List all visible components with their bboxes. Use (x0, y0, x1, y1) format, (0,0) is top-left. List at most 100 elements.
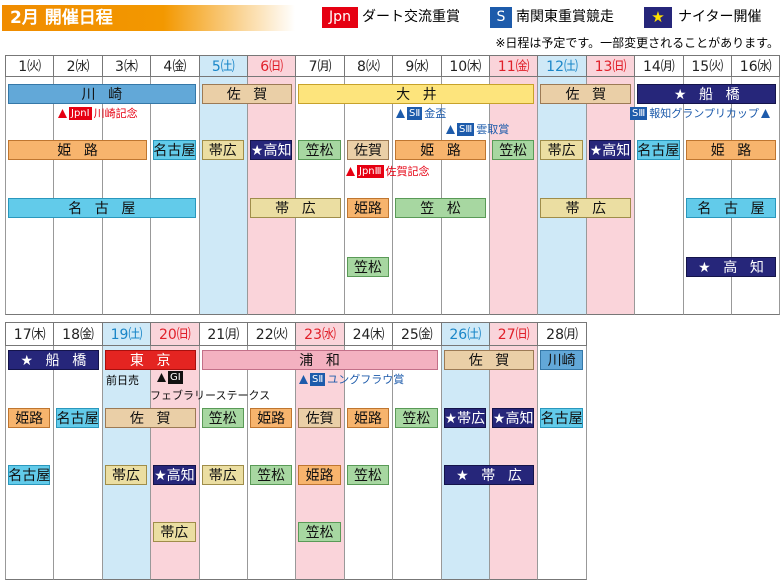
event-bar: 名古屋 (685, 198, 777, 218)
day-header: 27㈰ (489, 322, 539, 346)
note: ※日程は予定です。一部変更されることがあります。 (495, 36, 779, 50)
day-header: 7㈪ (295, 55, 345, 77)
event-bar: 笠松 (395, 198, 486, 218)
race-grade: SⅢ (457, 122, 475, 136)
day-header: 22㈫ (247, 322, 297, 346)
arrow (396, 108, 405, 118)
title-banner (2, 5, 295, 31)
day-column (53, 345, 103, 580)
race-name: 雲取賞 (476, 123, 510, 136)
event-bar: 名古屋 (8, 465, 51, 485)
event-bar: 帯広 (540, 140, 583, 160)
event-bar: 笠松 (492, 140, 535, 160)
day-column (343, 76, 394, 315)
race-grade: SⅡ (407, 106, 423, 120)
race-name: 佐賀記念 (385, 165, 430, 178)
event-bar: 佐賀 (540, 84, 632, 104)
day-column (247, 345, 297, 580)
race-name: ユングフラウ賞 (327, 373, 405, 386)
race-name: 報知グランプリカップ (649, 107, 759, 120)
day-header: 3㈭ (101, 55, 152, 77)
day-column (198, 76, 248, 315)
event-bar: ★高知 (685, 257, 777, 277)
race-name: 川崎記念 (93, 107, 138, 120)
event-bar: ★帯広 (443, 465, 535, 485)
day-column (150, 76, 200, 315)
event-bar: 姫路 (685, 140, 777, 160)
day-column (198, 345, 248, 580)
race-grade: JpnⅠ (69, 106, 92, 120)
event-bar: 笠松 (346, 257, 390, 277)
race-note: GⅠ (157, 371, 183, 384)
arrow-wrap (760, 108, 770, 118)
event-bar: 名古屋 (153, 140, 196, 160)
event-bar: ★高知 (250, 140, 293, 160)
arrow-wrap (299, 374, 308, 384)
title: 2月 開催日程 (10, 8, 113, 28)
day-header: 21㈪ (198, 322, 248, 346)
event-bar: ★高知 (153, 465, 196, 485)
event-bar: 帯広 (153, 522, 196, 542)
arrow-wrap (396, 108, 405, 118)
day-header: 8㈫ (343, 55, 394, 77)
arrow-wrap (157, 373, 166, 382)
event-bar: 姫路 (8, 408, 51, 428)
race-note: SⅡ ユングフラウ賞 (299, 371, 404, 387)
day-header: 5㈯ (198, 55, 248, 77)
event-bar: 笠松 (201, 408, 244, 428)
event-bar: 帯広 (540, 198, 632, 218)
day-header: 1㈫ (5, 55, 55, 77)
race-note: SⅡ 金盃 (396, 105, 446, 121)
event-bar: 名古屋 (8, 198, 196, 218)
day-column (489, 345, 539, 580)
race-grade: SⅢ (630, 106, 648, 120)
day-header: 26㈯ (440, 322, 490, 346)
event-bar: ★船橋 (637, 84, 777, 104)
event-bar: 佐賀 (104, 408, 196, 428)
arrow-icon (157, 373, 166, 382)
legend-label: 南関東重賞競走 (516, 9, 614, 25)
day-column (247, 76, 297, 315)
day-column (537, 345, 587, 580)
event-bar: 笠松 (298, 140, 341, 160)
day-column (392, 345, 442, 580)
arrow (760, 108, 770, 118)
event-bar: 姫路 (346, 198, 390, 218)
day-header: 16㈬ (731, 55, 781, 77)
event-bar: 笠松 (250, 465, 293, 485)
event-bar: 佐賀 (201, 84, 293, 104)
arrow-icon (58, 108, 67, 118)
event-bar: 名古屋 (540, 408, 583, 428)
event-bar: ★高知 (588, 140, 632, 160)
event-bar: ★高知 (492, 408, 535, 428)
day-header: 12㈯ (537, 55, 587, 77)
event-bar: 佐賀 (298, 408, 341, 428)
race-note: JpnⅠ 川崎記念 (58, 105, 138, 121)
legend-label: ナイター開催 (678, 9, 762, 25)
event-bar: 姫路 (250, 408, 293, 428)
event-bar: 帯広 (104, 465, 148, 485)
arrow-icon (760, 108, 770, 118)
event-bar: ★船橋 (8, 350, 99, 370)
day-header: 9㈬ (392, 55, 442, 77)
event-bar: 笠松 (346, 465, 390, 485)
event-bar: 佐賀 (346, 140, 390, 160)
arrow (346, 166, 355, 176)
race-note: SⅢ 報知グランプリカップ (630, 105, 770, 121)
day-header: 20㈰ (150, 322, 200, 346)
day-header: 15㈫ (682, 55, 732, 77)
race-grade: JpnⅢ (357, 164, 384, 178)
event-bar: 姫路 (395, 140, 486, 160)
event-bar: 帯広 (201, 140, 244, 160)
day-header: 19㈯ (101, 322, 152, 346)
race-note: JpnⅢ 佐賀記念 (346, 163, 430, 179)
day-header: 14㈪ (634, 55, 684, 77)
race-name: フェブラリーステークス (150, 389, 271, 402)
event-bar: 名古屋 (56, 408, 99, 428)
day-column (489, 76, 539, 315)
sale-note: 前日売 (106, 374, 139, 387)
arrow-icon (446, 124, 455, 134)
legend-label: ダート交流重賞 (362, 9, 460, 25)
arrow (299, 374, 308, 384)
